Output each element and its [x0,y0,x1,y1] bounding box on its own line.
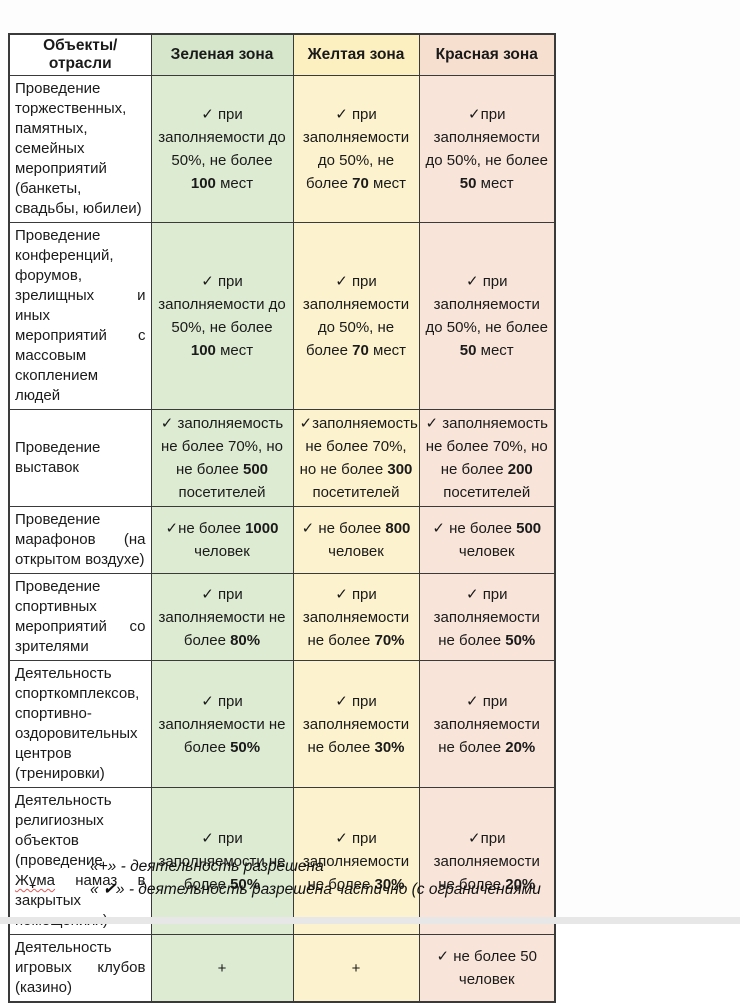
col-header-green-zone: Зеленая зона [150,33,294,76]
yellow-zone-cell: ✓ при заполняемости до 50%, не более 70 … [292,222,420,410]
table-row: Проведение торжественных, памятных, семе… [8,75,556,223]
yellow-zone-cell: + [292,934,420,1003]
yellow-zone-cell: ✓ не более 800 человек [292,506,420,574]
row-label: Проведение марафонов (на открытом воздух… [8,506,152,574]
red-zone-cell: ✓ при заполняемости не более 20% [418,660,556,788]
col-header-yellow-zone: Желтая зона [292,33,420,76]
red-zone-cell: ✓ при заполняемости не более 50% [418,573,556,661]
table-header-row: Объекты/отрасли Зеленая зона Желтая зона… [8,33,556,76]
table-row: Деятельность религиозных объектов (прове… [8,787,556,935]
legend-note-plus: «+» - деятельность разрешена [90,858,324,875]
green-zone-cell: ✓ при заполняемости до 50%, не более 100… [150,75,294,223]
legend-notes: «+» - деятельность разрешена « ✔» - деят… [90,855,541,901]
yellow-zone-cell: ✓ при заполняемости до 50%, не более 70 … [292,75,420,223]
row-label: Проведение конференций, форумов, зрелищн… [8,222,152,410]
green-zone-cell: + [150,934,294,1003]
green-zone-cell: ✓ при заполняемости до 50%, не более 100… [150,222,294,410]
table-row: Деятельность игровых клубов (казино) + +… [8,934,556,1003]
table-row: Проведение выставок ✓ заполняемость не б… [8,409,556,507]
yellow-zone-cell: ✓ при заполняемости не более 30% [292,660,420,788]
row-label: Деятельность религиозных объектов (прове… [8,787,152,935]
col-header-red-zone: Красная зона [418,33,556,76]
document-page: Объекты/отрасли Зеленая зона Желтая зона… [0,33,740,1003]
row-label: Проведение торжественных, памятных, семе… [8,75,152,223]
green-zone-cell: ✓не более 1000 человек [150,506,294,574]
table-row: Проведение конференций, форумов, зрелищн… [8,222,556,410]
green-zone-cell: ✓ при заполняемости не более 50% [150,660,294,788]
row-label: Деятельность спорткомплексов, спортивно-… [8,660,152,788]
red-zone-cell: ✓при заполняемости не более 20% [418,787,556,935]
table-row: Проведение спортивных мероприятий со зри… [8,573,556,661]
table-row: Деятельность спорткомплексов, спортивно-… [8,660,556,788]
bottom-edge-bar [0,917,740,924]
red-zone-cell: ✓при заполняемости до 50%, не более 50 м… [418,75,556,223]
yellow-zone-cell: ✓ при заполняемости не более 30% [292,787,420,935]
row-label: Проведение выставок [8,409,152,507]
row-label: Проведение спортивных мероприятий со зри… [8,573,152,661]
green-zone-cell: ✓ при заполняемости не более 80% [150,573,294,661]
table-row: Проведение марафонов (на открытом воздух… [8,506,556,574]
yellow-zone-cell: ✓заполняемость не более 70%, но не более… [292,409,420,507]
zones-restrictions-table: Объекты/отрасли Зеленая зона Желтая зона… [8,33,556,1003]
red-zone-cell: ✓ не более 50 человек [418,934,556,1003]
col-header-objects: Объекты/отрасли [8,33,152,76]
green-zone-cell: ✓ при заполняемости не более 50% [150,787,294,935]
row-label: Деятельность игровых клубов (казино) [8,934,152,1003]
legend-note-check: « ✔» - деятельность разрешена частично (… [90,881,541,898]
green-zone-cell: ✓ заполняемость не более 70%, но не боле… [150,409,294,507]
yellow-zone-cell: ✓ при заполняемости не более 70% [292,573,420,661]
red-zone-cell: ✓ заполняемость не более 70%, но не боле… [418,409,556,507]
red-zone-cell: ✓ при заполняемости до 50%, не более 50 … [418,222,556,410]
red-zone-cell: ✓ не более 500 человек [418,506,556,574]
